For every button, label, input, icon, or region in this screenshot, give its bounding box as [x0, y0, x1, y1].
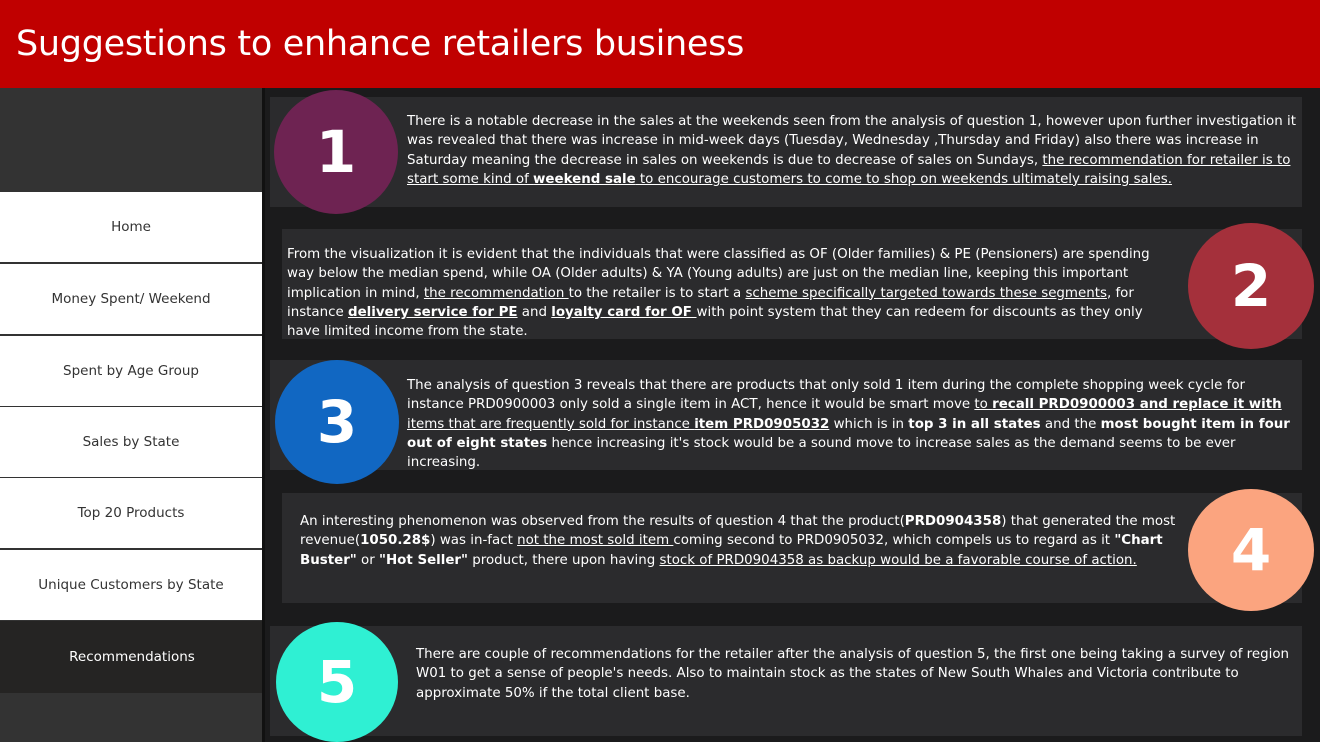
nav-label: Money Spent/ Weekend — [51, 291, 211, 307]
recommendation-text-2: From the visualization it is evident tha… — [287, 247, 1150, 340]
recommendation-card-5: There are couple of recommendations for … — [270, 626, 1302, 736]
nav-spent-by-age-group-button[interactable]: Spent by Age Group — [0, 336, 264, 406]
number-badge-4: 4 — [1188, 489, 1314, 611]
sidebar-nav: Home Money Spent/ Weekend Spent by Age G… — [0, 88, 264, 742]
nav-sales-by-state-button[interactable]: Sales by State — [0, 407, 264, 477]
page-title: Suggestions to enhance retailers busines… — [16, 24, 744, 64]
nav-label: Recommendations — [69, 649, 195, 665]
nav-home-button[interactable]: Home — [0, 192, 264, 262]
recommendation-card-1: There is a notable decrease in the sales… — [270, 97, 1302, 207]
recommendation-card-4: An interesting phenomenon was observed f… — [282, 493, 1302, 603]
number-badge-2: 2 — [1188, 223, 1314, 349]
nav-top-20-products-button[interactable]: Top 20 Products — [0, 478, 264, 548]
nav-money-spent-weekend-button[interactable]: Money Spent/ Weekend — [0, 264, 264, 334]
recommendation-text-3: The analysis of question 3 reveals that … — [407, 378, 1290, 471]
nav-label: Unique Customers by State — [38, 577, 224, 593]
recommendation-card-3: The analysis of question 3 reveals that … — [270, 360, 1302, 470]
recommendation-text-4: An interesting phenomenon was observed f… — [300, 514, 1176, 568]
nav-label: Top 20 Products — [77, 505, 185, 521]
recommendation-card-2: From the visualization it is evident tha… — [282, 229, 1302, 339]
number-badge-1: 1 — [274, 90, 398, 214]
recommendation-text-5: There are couple of recommendations for … — [416, 647, 1290, 701]
number-badge-3: 3 — [275, 360, 399, 484]
nav-recommendations-button[interactable]: Recommendations — [0, 621, 264, 693]
nav-label: Spent by Age Group — [63, 363, 199, 379]
page-header: Suggestions to enhance retailers busines… — [0, 0, 1320, 88]
number-badge-5: 5 — [276, 622, 398, 742]
recommendation-text-1: There is a notable decrease in the sales… — [407, 114, 1296, 187]
sidebar-divider — [262, 88, 265, 742]
nav-label: Home — [111, 219, 151, 235]
nav-unique-customers-by-state-button[interactable]: Unique Customers by State — [0, 550, 264, 620]
nav-label: Sales by State — [82, 434, 180, 450]
